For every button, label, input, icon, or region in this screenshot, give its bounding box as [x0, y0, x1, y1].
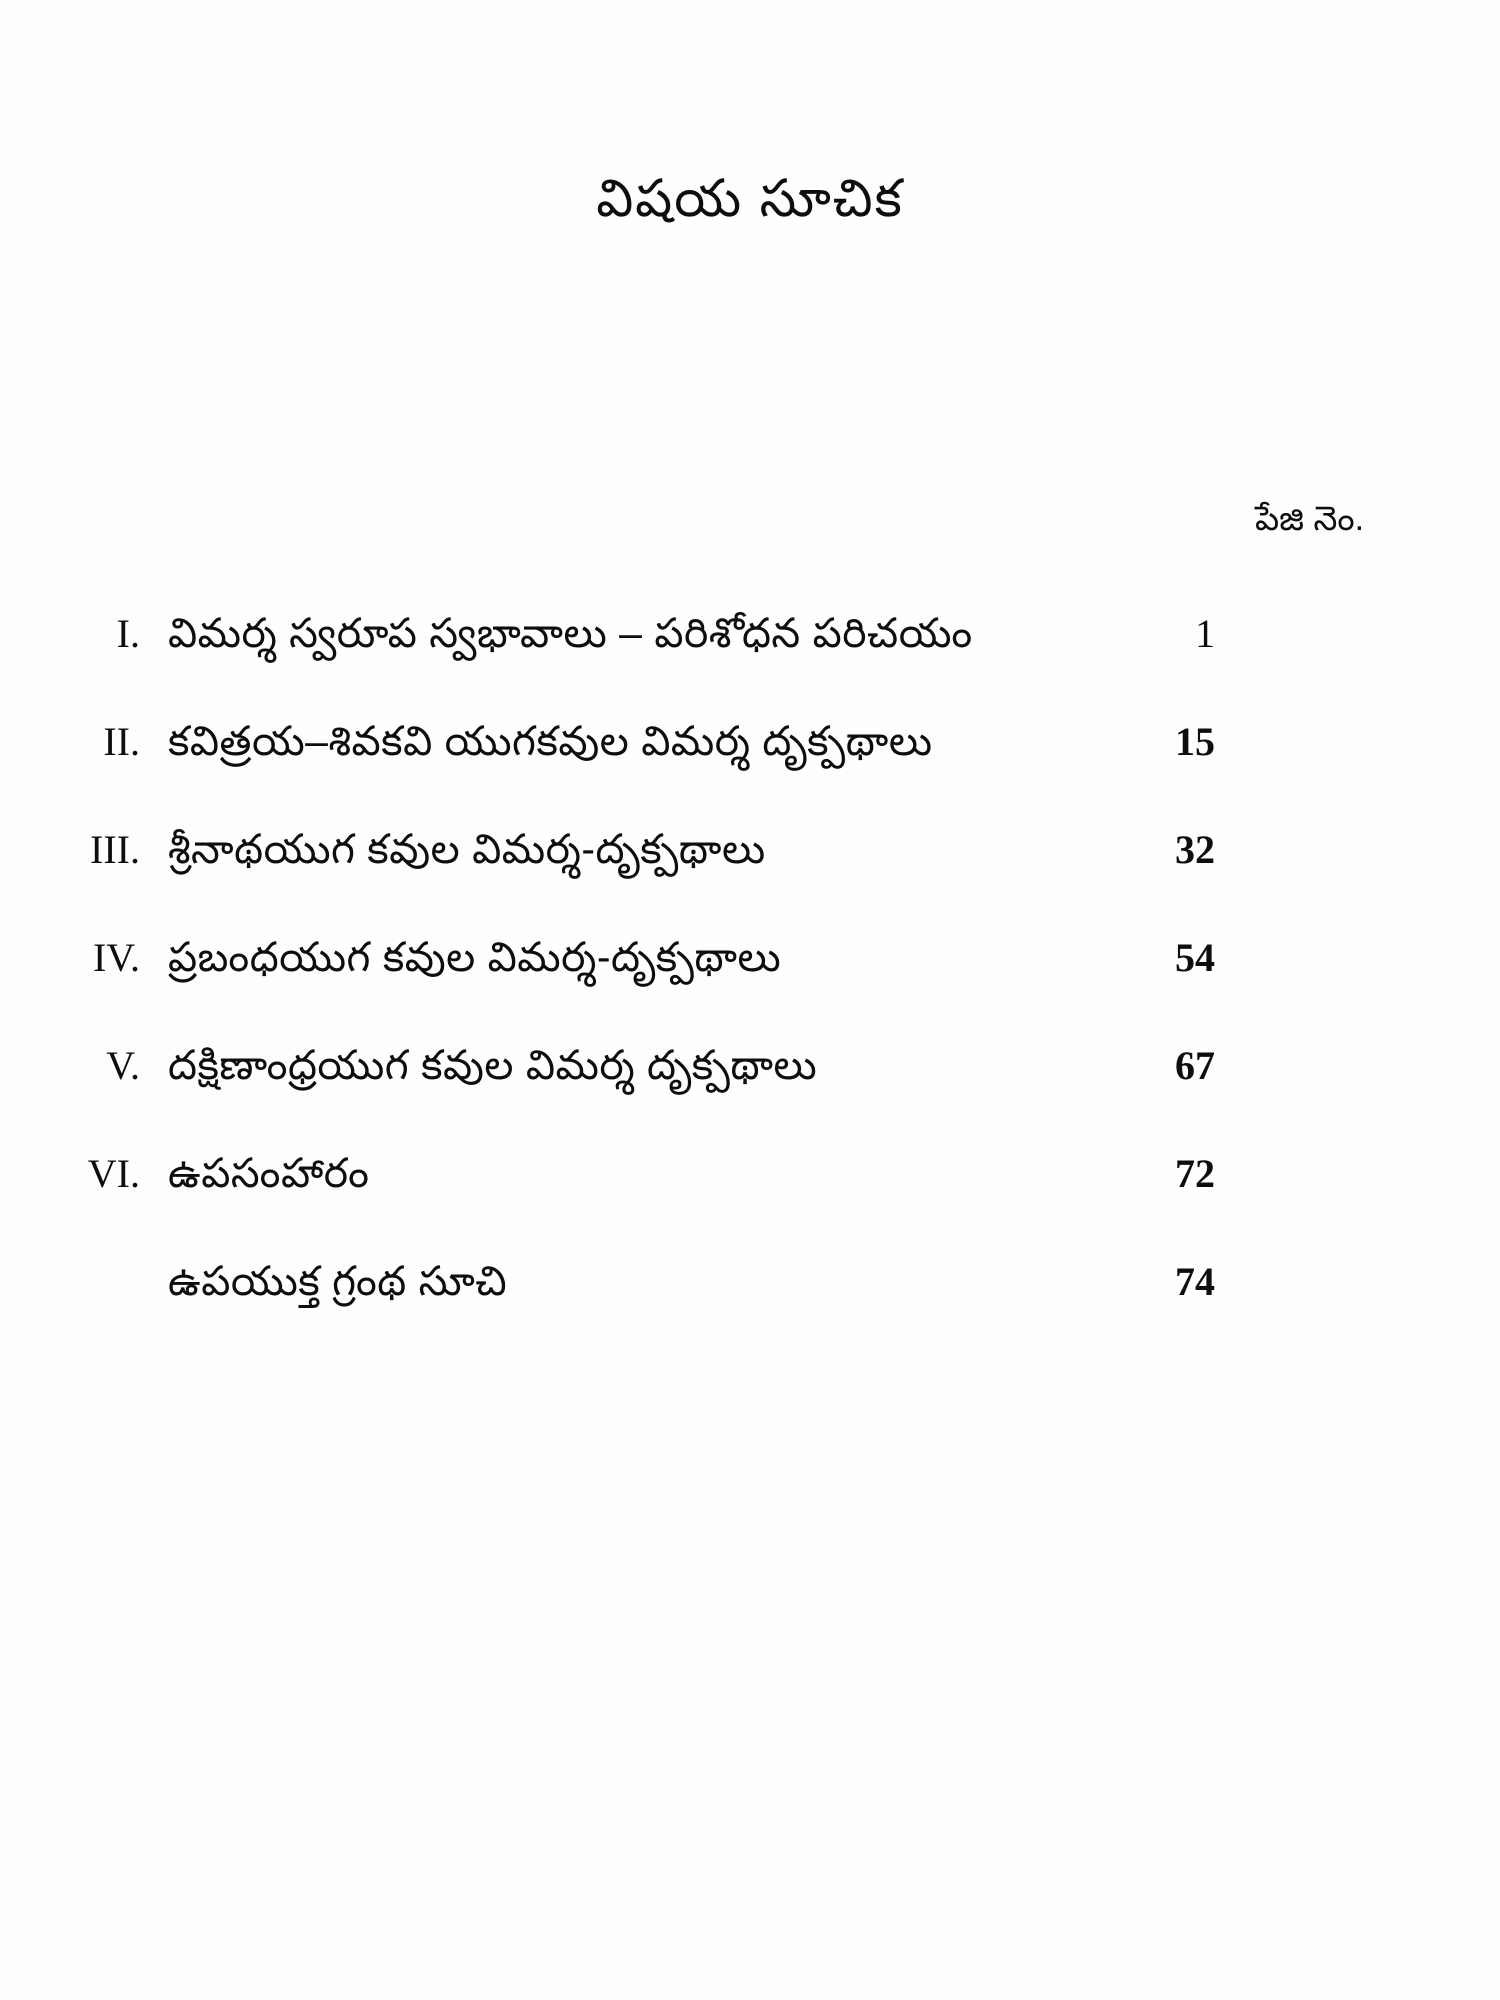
- entry-title[interactable]: శ్రీనాథయుగ కవుల విమర్శ-దృక్పథాలు: [168, 826, 766, 872]
- table-of-contents: I. విమర్శ స్వరూప స్వభావాలు – పరిశోధన పరి…: [0, 608, 1500, 1364]
- table-row[interactable]: II. కవిత్రయ–శివకవి యుగకవుల విమర్శ దృక్పథ…: [0, 716, 1500, 824]
- entry-page-number: 32: [1175, 827, 1215, 872]
- entry-roman-numeral: IV.: [92, 935, 140, 980]
- entry-page-number: 74: [1175, 1259, 1215, 1304]
- entry-page-number: 54: [1175, 935, 1215, 980]
- entry-page-number: 67: [1175, 1043, 1215, 1088]
- entry-title[interactable]: ఉపయుక్త గ్రంథ సూచి: [168, 1258, 508, 1304]
- table-row[interactable]: I. విమర్శ స్వరూప స్వభావాలు – పరిశోధన పరి…: [0, 608, 1500, 716]
- entry-title[interactable]: కవిత్రయ–శివకవి యుగకవుల విమర్శ దృక్పథాలు: [168, 718, 933, 764]
- entry-title[interactable]: ప్రబంధయుగ కవుల విమర్శ-దృక్పథాలు: [168, 934, 782, 980]
- table-row[interactable]: IV. ప్రబంధయుగ కవుల విమర్శ-దృక్పథాలు 54: [0, 932, 1500, 1040]
- toc-body: I. విమర్శ స్వరూప స్వభావాలు – పరిశోధన పరి…: [0, 608, 1500, 1364]
- entry-roman-numeral: I.: [116, 611, 140, 656]
- entry-roman-numeral: VI.: [87, 1151, 140, 1196]
- entry-roman-numeral: II.: [103, 719, 140, 764]
- table-row[interactable]: III. శ్రీనాథయుగ కవుల విమర్శ-దృక్పథాలు 32: [0, 824, 1500, 932]
- entry-roman-numeral: V.: [106, 1043, 140, 1088]
- entry-page-number: 15: [1175, 719, 1215, 764]
- page-number-column-header: పేజి నెం.: [1255, 500, 1365, 538]
- entry-roman-numeral: [0, 1256, 156, 1364]
- table-row[interactable]: V. దక్షిణాంధ్రయుగ కవుల విమర్శ దృక్పథాలు …: [0, 1040, 1500, 1148]
- table-row[interactable]: ఉపయుక్త గ్రంథ సూచి 74: [0, 1256, 1500, 1364]
- entry-page-number: 1: [1195, 611, 1215, 656]
- table-row[interactable]: VI. ఉపసంహారం 72: [0, 1148, 1500, 1256]
- entry-title[interactable]: ఉపసంహారం: [168, 1150, 370, 1196]
- page-title: విషయ సూచిక: [596, 170, 904, 228]
- entry-title[interactable]: దక్షిణాంధ్రయుగ కవుల విమర్శ దృక్పథాలు: [168, 1042, 818, 1088]
- entry-title[interactable]: విమర్శ స్వరూప స్వభావాలు – పరిశోధన పరిచయం: [168, 610, 973, 656]
- entry-page-number: 72: [1175, 1151, 1215, 1196]
- entry-roman-numeral: III.: [90, 827, 140, 872]
